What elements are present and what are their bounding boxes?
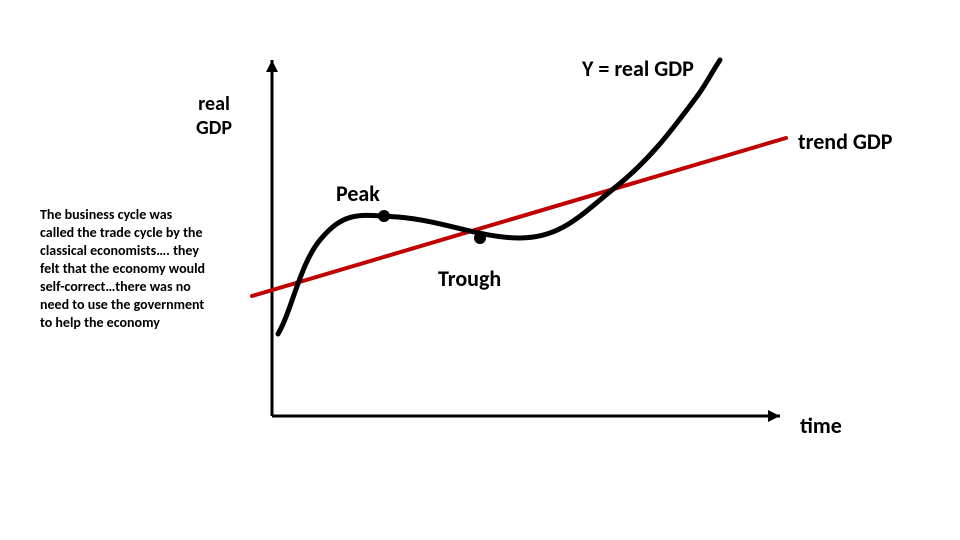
trough-point — [474, 232, 486, 244]
peak-label: Peak — [336, 180, 380, 207]
y-axis-label-line1: real — [198, 92, 230, 116]
time-label: time — [800, 412, 842, 439]
y-equals-label: Y = real GDP — [582, 55, 694, 82]
sidebar-explanation: The business cycle was called the trade … — [40, 206, 208, 332]
y-axis-label: real GDP — [184, 92, 244, 140]
x-axis-arrow — [768, 410, 780, 422]
y-axis-label-line2: GDP — [196, 116, 232, 140]
y-axis-arrow — [266, 60, 278, 72]
trend-gdp-label: trend GDP — [798, 128, 892, 155]
trough-label: Trough — [438, 265, 501, 292]
trend-gdp-line — [252, 138, 786, 296]
peak-point — [378, 210, 390, 222]
